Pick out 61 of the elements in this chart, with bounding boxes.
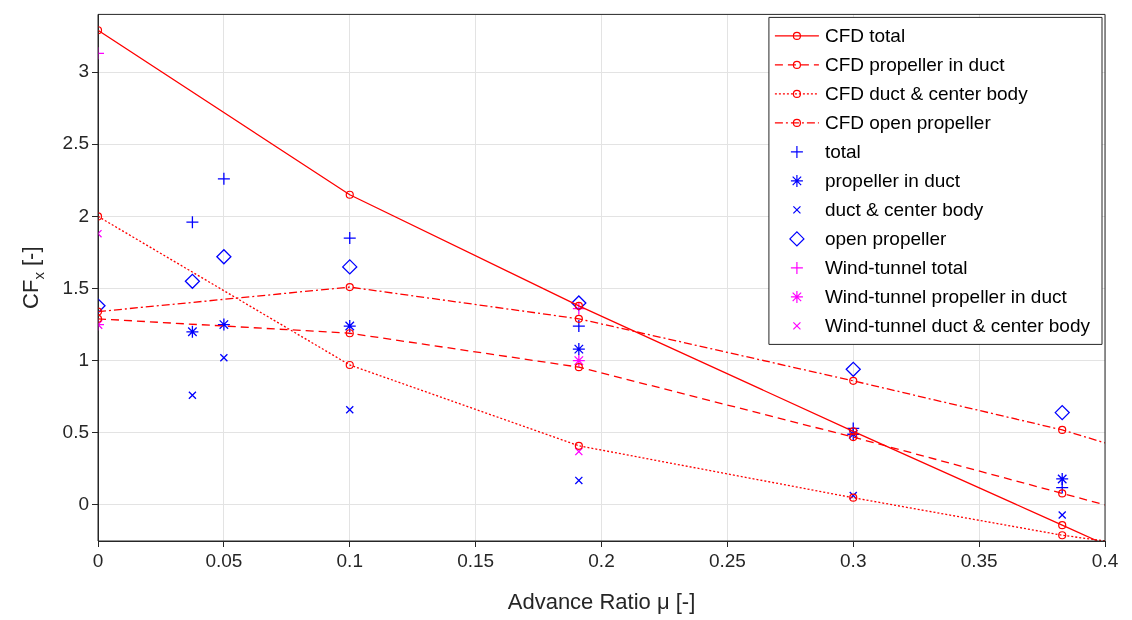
point bbox=[345, 405, 354, 414]
legend-label: Wind-tunnel propeller in duct bbox=[824, 286, 1068, 308]
point bbox=[216, 249, 232, 265]
y-tick-label: 1 bbox=[78, 348, 89, 370]
y-axis-title: CFx [-] bbox=[18, 246, 47, 309]
legend-label: CFD open propeller bbox=[824, 112, 992, 134]
point bbox=[849, 427, 858, 436]
point bbox=[1058, 510, 1067, 520]
x-tick-label: 0.15 bbox=[457, 549, 495, 571]
point bbox=[574, 476, 584, 485]
point bbox=[219, 353, 229, 362]
legend-label: CFD duct & center body bbox=[824, 83, 1029, 105]
y-tick-label: 0.5 bbox=[62, 421, 89, 443]
legend-label: CFD propeller in duct bbox=[824, 54, 1006, 76]
point bbox=[345, 360, 354, 370]
point bbox=[345, 190, 354, 199]
x-tick-label: 0.2 bbox=[588, 549, 615, 571]
x-tick-label: 0.05 bbox=[205, 549, 243, 571]
point bbox=[184, 273, 201, 289]
y-tick-label: 2.5 bbox=[62, 132, 89, 154]
legend-label: Wind-tunnel total bbox=[824, 257, 968, 279]
point bbox=[185, 215, 200, 229]
point bbox=[574, 314, 583, 323]
point bbox=[345, 329, 354, 338]
x-axis-title: Advance Ratio μ [-] bbox=[507, 588, 696, 614]
x-tick-label: 0.1 bbox=[336, 549, 363, 571]
point bbox=[571, 295, 587, 311]
x-tick-label: 0.25 bbox=[708, 549, 746, 571]
legend-label: total bbox=[824, 141, 861, 163]
point bbox=[342, 259, 358, 275]
legend-label: propeller in duct bbox=[824, 170, 961, 192]
x-tick-label: 0.3 bbox=[840, 549, 867, 571]
point bbox=[1058, 531, 1067, 540]
y-tick-label: 1.5 bbox=[62, 276, 89, 298]
point bbox=[845, 361, 861, 377]
point bbox=[1058, 489, 1067, 498]
point bbox=[572, 342, 586, 356]
point bbox=[846, 427, 860, 441]
point bbox=[1058, 521, 1067, 530]
point bbox=[849, 433, 858, 442]
point bbox=[343, 319, 357, 333]
x-tick-label: 0.4 bbox=[1091, 549, 1119, 571]
point bbox=[1058, 425, 1067, 435]
point bbox=[574, 363, 583, 372]
legend-label: CFD total bbox=[824, 25, 906, 47]
x-tick-label: 0 bbox=[92, 549, 104, 571]
point bbox=[188, 391, 197, 400]
legend-label: open propeller bbox=[824, 228, 948, 250]
point bbox=[1054, 404, 1070, 421]
y-tick-label: 3 bbox=[78, 60, 89, 82]
point bbox=[217, 317, 231, 332]
x-tick-label: 0.35 bbox=[960, 549, 998, 571]
point bbox=[1055, 472, 1069, 486]
legend-label: Wind-tunnel duct & center body bbox=[824, 315, 1091, 337]
point bbox=[574, 441, 583, 450]
legend-label: duct & center body bbox=[824, 199, 984, 221]
y-tick-label: 2 bbox=[78, 204, 89, 226]
y-tick-label: 0 bbox=[78, 493, 89, 515]
point bbox=[849, 376, 858, 385]
point bbox=[185, 325, 200, 339]
point bbox=[345, 282, 354, 292]
